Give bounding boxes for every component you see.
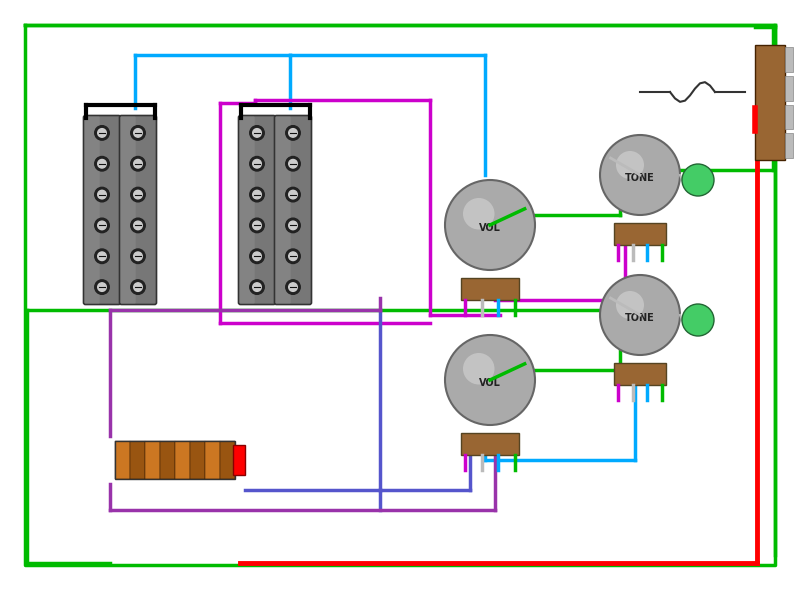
Bar [160,441,175,479]
Circle shape [286,280,300,294]
Bar [115,441,235,479]
FancyBboxPatch shape [276,116,291,304]
Bar [175,441,190,479]
Bar [614,363,666,385]
Circle shape [288,129,297,137]
Circle shape [616,291,644,319]
Bar [785,75,793,101]
Circle shape [95,249,109,264]
Circle shape [133,159,142,168]
Circle shape [682,304,714,336]
Circle shape [288,283,297,291]
Bar [461,433,519,455]
Text: TONE: TONE [625,313,655,323]
Circle shape [288,190,297,199]
Circle shape [131,156,145,171]
Bar [115,441,130,479]
Circle shape [252,221,261,229]
Circle shape [97,129,106,137]
Circle shape [463,353,495,385]
Circle shape [250,187,264,202]
Text: VOL: VOL [479,223,501,233]
Circle shape [463,198,495,229]
Circle shape [252,252,261,261]
Circle shape [97,159,106,168]
Text: TONE: TONE [625,173,655,183]
FancyBboxPatch shape [121,116,136,304]
Circle shape [95,126,109,140]
Circle shape [286,187,300,202]
Circle shape [133,221,142,229]
Circle shape [95,187,109,202]
FancyBboxPatch shape [240,116,255,304]
Circle shape [97,283,106,291]
Circle shape [131,126,145,140]
Circle shape [95,218,109,232]
FancyBboxPatch shape [120,116,157,304]
Circle shape [288,159,297,168]
Circle shape [288,252,297,261]
Circle shape [133,283,142,291]
Circle shape [250,126,264,140]
Circle shape [252,129,261,137]
Circle shape [250,218,264,232]
Bar [785,133,793,158]
Bar [205,441,220,479]
Bar [614,223,666,245]
Circle shape [250,156,264,171]
FancyBboxPatch shape [238,116,276,304]
Bar [461,278,519,300]
Circle shape [133,252,142,261]
Bar [755,45,785,160]
Circle shape [97,190,106,199]
FancyBboxPatch shape [85,116,100,304]
Circle shape [600,135,680,215]
Circle shape [286,156,300,171]
Circle shape [95,280,109,294]
Circle shape [252,190,261,199]
Circle shape [250,249,264,264]
Circle shape [133,190,142,199]
Circle shape [286,218,300,232]
Circle shape [445,335,535,425]
Bar [130,441,145,479]
Circle shape [288,221,297,229]
Bar [220,441,235,479]
Circle shape [286,249,300,264]
Bar [785,47,793,72]
Circle shape [445,180,535,270]
Circle shape [250,280,264,294]
FancyBboxPatch shape [275,116,312,304]
Bar [190,441,205,479]
Circle shape [97,221,106,229]
Bar [233,445,245,475]
Circle shape [600,275,680,355]
Circle shape [252,283,261,291]
Circle shape [133,129,142,137]
Circle shape [131,280,145,294]
Circle shape [131,187,145,202]
Text: VOL: VOL [479,378,501,388]
Circle shape [682,164,714,196]
Circle shape [616,151,644,179]
Circle shape [252,159,261,168]
Circle shape [97,252,106,261]
FancyBboxPatch shape [84,116,121,304]
Bar [145,441,160,479]
Circle shape [95,156,109,171]
Circle shape [131,218,145,232]
Circle shape [286,126,300,140]
Bar [785,104,793,129]
Circle shape [131,249,145,264]
